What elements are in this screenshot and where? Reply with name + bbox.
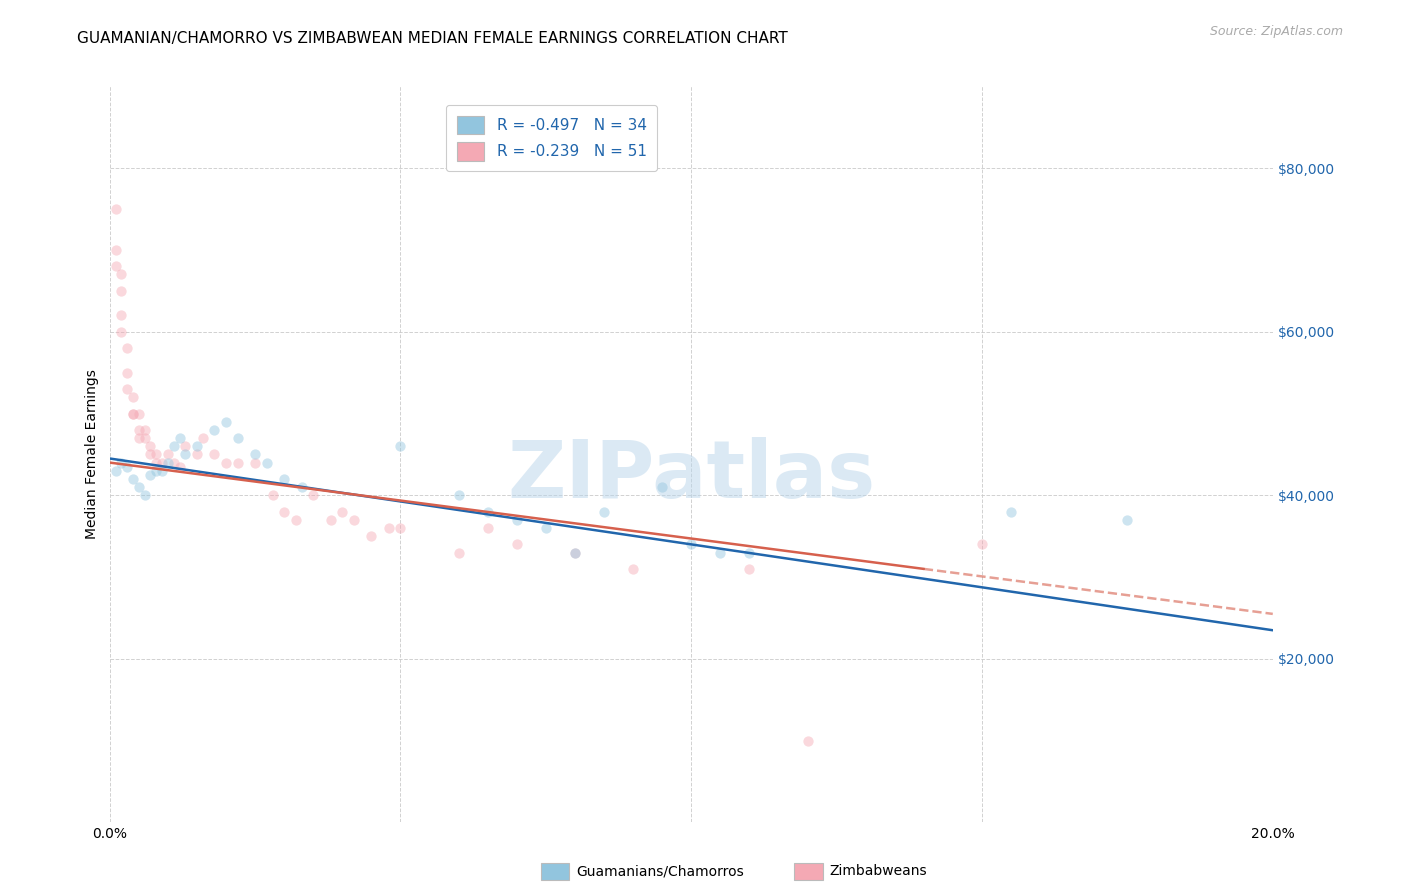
Point <box>506 537 529 551</box>
Point <box>215 456 238 470</box>
Point <box>681 537 703 551</box>
Point <box>343 513 366 527</box>
Point <box>122 472 145 486</box>
Point <box>302 488 325 502</box>
Point <box>273 505 295 519</box>
Point <box>360 529 382 543</box>
Point <box>202 447 225 461</box>
Point <box>110 309 132 323</box>
Point <box>156 456 179 470</box>
Point <box>174 439 197 453</box>
Point <box>128 431 150 445</box>
Text: ZIPatlas: ZIPatlas <box>508 437 876 516</box>
Point <box>1000 505 1022 519</box>
Point <box>115 459 138 474</box>
Point <box>215 415 238 429</box>
Point <box>243 447 266 461</box>
Point <box>134 488 156 502</box>
Text: Source: ZipAtlas.com: Source: ZipAtlas.com <box>1209 25 1343 38</box>
Point <box>564 545 586 559</box>
Point <box>738 545 761 559</box>
Point <box>122 407 145 421</box>
Point <box>169 459 191 474</box>
Point <box>145 464 167 478</box>
Point <box>226 456 249 470</box>
Point <box>186 447 208 461</box>
Point <box>128 407 150 421</box>
Point <box>621 562 644 576</box>
Point <box>115 382 138 396</box>
Point <box>156 447 179 461</box>
Point <box>291 480 314 494</box>
Point <box>593 505 616 519</box>
Point <box>319 513 342 527</box>
Legend: R = -0.497   N = 34, R = -0.239   N = 51: R = -0.497 N = 34, R = -0.239 N = 51 <box>446 105 657 171</box>
Point <box>477 521 499 535</box>
Point <box>134 423 156 437</box>
Point <box>330 505 353 519</box>
Point <box>163 439 186 453</box>
Point <box>389 439 412 453</box>
Point <box>150 464 173 478</box>
Point <box>226 431 249 445</box>
Point <box>534 521 557 535</box>
Text: Zimbabweans: Zimbabweans <box>830 864 927 879</box>
Point <box>284 513 307 527</box>
Point <box>389 521 412 535</box>
Point <box>564 545 586 559</box>
Point <box>104 464 127 478</box>
Point <box>651 480 673 494</box>
Point <box>139 467 162 482</box>
Point <box>110 456 132 470</box>
Point <box>709 545 731 559</box>
Point <box>104 243 127 257</box>
Point <box>145 456 167 470</box>
Point <box>202 423 225 437</box>
Point <box>796 733 818 747</box>
Text: GUAMANIAN/CHAMORRO VS ZIMBABWEAN MEDIAN FEMALE EARNINGS CORRELATION CHART: GUAMANIAN/CHAMORRO VS ZIMBABWEAN MEDIAN … <box>77 31 789 46</box>
Point <box>174 447 197 461</box>
Point <box>110 268 132 282</box>
Point <box>738 562 761 576</box>
Point <box>256 456 278 470</box>
Point <box>104 260 127 274</box>
Point <box>122 407 145 421</box>
Point <box>139 447 162 461</box>
Point <box>134 431 156 445</box>
Point <box>191 431 214 445</box>
Point <box>169 431 191 445</box>
Point <box>1116 513 1139 527</box>
Point <box>128 480 150 494</box>
Y-axis label: Median Female Earnings: Median Female Earnings <box>86 369 100 540</box>
Point <box>262 488 284 502</box>
Point <box>186 439 208 453</box>
Point <box>104 202 127 216</box>
Point <box>110 325 132 339</box>
Point <box>115 341 138 355</box>
Point <box>970 537 993 551</box>
Point <box>447 488 470 502</box>
Point <box>477 505 499 519</box>
Point <box>273 472 295 486</box>
Point <box>145 447 167 461</box>
Point <box>122 390 145 404</box>
Point <box>139 439 162 453</box>
Point <box>243 456 266 470</box>
Point <box>447 545 470 559</box>
Point <box>150 456 173 470</box>
Point <box>506 513 529 527</box>
Point <box>163 456 186 470</box>
Point <box>110 284 132 298</box>
Point <box>115 366 138 380</box>
Text: Guamanians/Chamorros: Guamanians/Chamorros <box>576 864 744 879</box>
Point <box>378 521 401 535</box>
Point <box>128 423 150 437</box>
